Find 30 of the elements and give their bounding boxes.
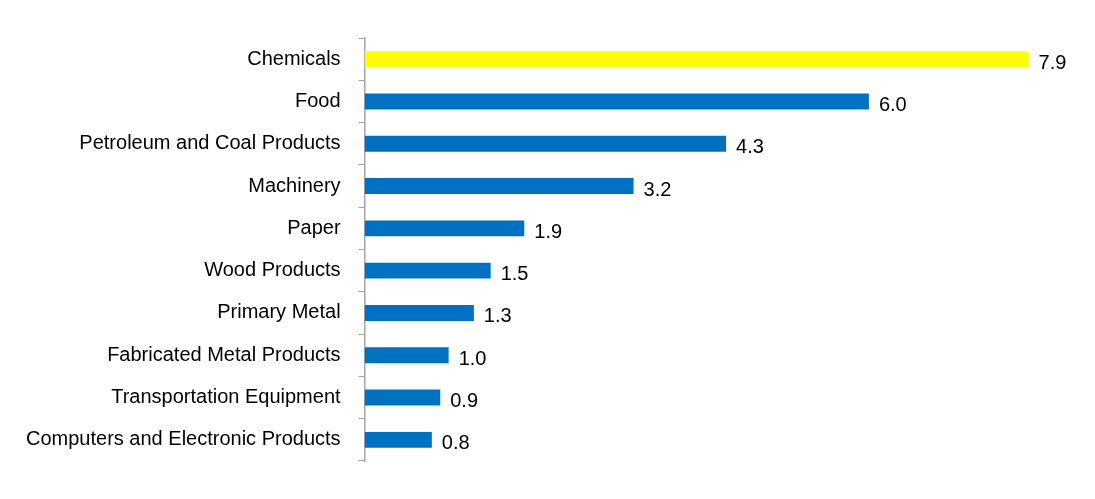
bar	[364, 220, 525, 237]
y-tick-label: Computers and Electronic Products	[26, 427, 341, 450]
y-tick-label: Fabricated Metal Products	[107, 342, 341, 365]
bar	[364, 431, 432, 448]
bar	[364, 389, 441, 406]
data-label: 1.9	[534, 219, 563, 242]
y-tick-label: Food	[295, 88, 341, 111]
data-label: 0.8	[441, 431, 470, 454]
bar	[364, 93, 869, 110]
y-tick-label: Petroleum and Coal Products	[79, 131, 341, 154]
bar	[364, 135, 727, 152]
data-label: 6.0	[878, 92, 907, 115]
data-label: 7.9	[1038, 50, 1067, 73]
bar	[364, 347, 449, 364]
bar	[364, 51, 1029, 68]
data-label: 3.2	[643, 177, 672, 200]
bar	[364, 305, 474, 321]
data-label: 4.3	[736, 135, 764, 158]
y-tick-label: Primary Metal	[217, 300, 341, 323]
bar	[364, 178, 634, 194]
data-label: 1.5	[500, 262, 529, 285]
y-tick-label: Chemicals	[247, 46, 341, 69]
data-label: 0.9	[450, 389, 479, 412]
data-label: 1.0	[458, 346, 487, 369]
y-tick-label: Transportation Equipment	[111, 385, 342, 408]
data-label: 1.3	[483, 304, 512, 327]
y-tick-label: Paper	[287, 215, 341, 238]
bar	[364, 262, 491, 279]
y-tick-label: Machinery	[248, 173, 341, 196]
y-tick-label: Wood Products	[204, 258, 341, 281]
